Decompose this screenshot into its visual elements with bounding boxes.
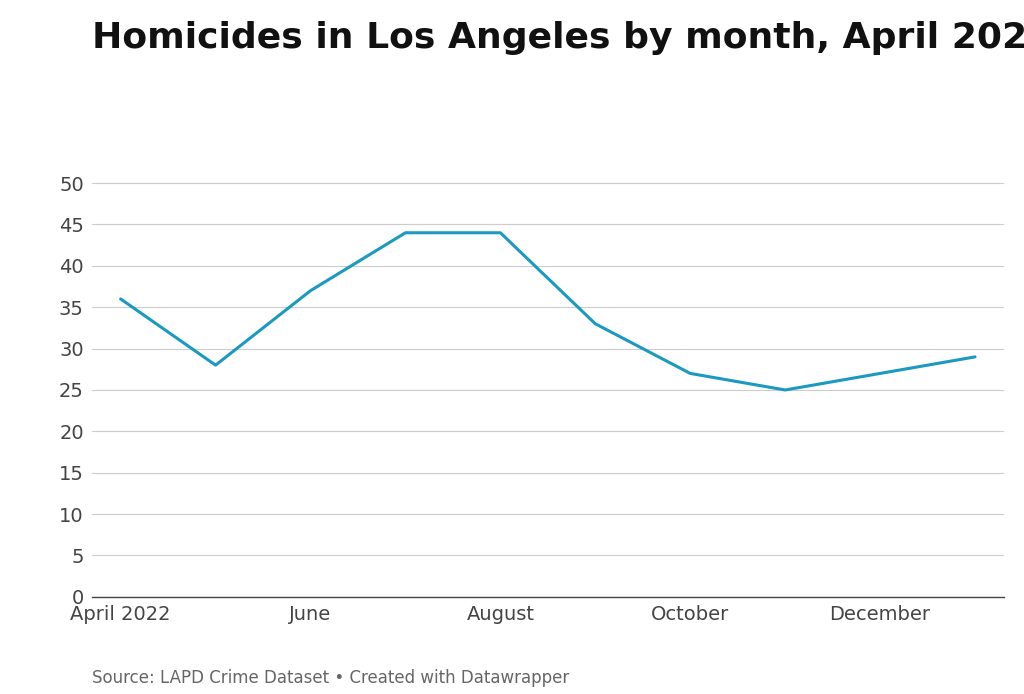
Text: Source: LAPD Crime Dataset • Created with Datawrapper: Source: LAPD Crime Dataset • Created wit… [92, 669, 569, 687]
Text: Homicides in Los Angeles by month, April 2022–Jan. 2023: Homicides in Los Angeles by month, April… [92, 21, 1024, 55]
